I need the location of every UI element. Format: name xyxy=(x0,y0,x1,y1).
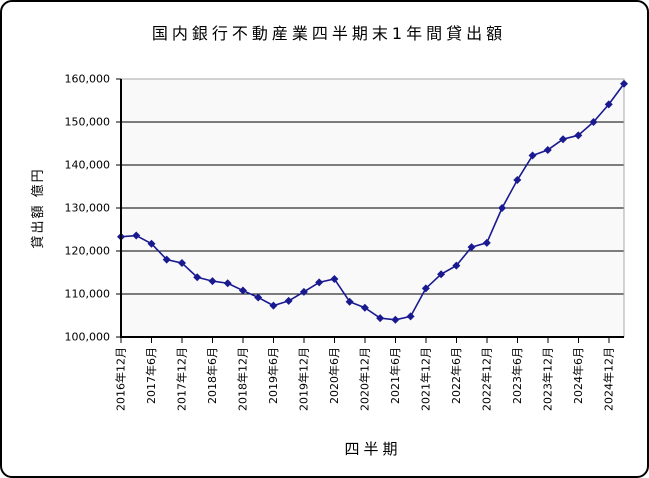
data-point-marker xyxy=(132,231,141,240)
x-tick-label: 2017年6月 xyxy=(144,347,158,404)
data-point-marker xyxy=(543,145,552,154)
data-point-marker xyxy=(513,176,522,185)
data-point-marker xyxy=(467,243,476,252)
x-tick-label: 2023年12月 xyxy=(540,347,554,411)
data-point-marker xyxy=(177,259,186,268)
x-tick-label: 2024年6月 xyxy=(571,347,585,404)
data-point-marker xyxy=(391,315,400,324)
data-point-marker xyxy=(528,151,537,160)
x-tick-label: 2018年6月 xyxy=(205,347,219,404)
data-series xyxy=(117,79,628,324)
data-point-marker xyxy=(437,270,446,279)
tick-labels: 100,000 110,000 120,000 130,000 140,000 150,0… xyxy=(65,73,616,412)
plot-border xyxy=(121,78,625,337)
data-point-marker xyxy=(604,100,613,109)
y-axis-title: 貸出額 億円 xyxy=(30,167,46,248)
data-point-marker xyxy=(223,279,232,288)
y-tick-label: 160,000 xyxy=(65,73,111,86)
x-tick-label: 2021年12月 xyxy=(418,347,432,411)
y-tick-label: 100,000 xyxy=(65,331,111,344)
data-point-marker xyxy=(299,287,308,296)
data-point-marker xyxy=(193,273,202,282)
y-tick-label: 150,000 xyxy=(65,116,111,129)
x-tick-label: 2024年12月 xyxy=(601,347,615,411)
data-point-marker xyxy=(269,301,278,310)
y-tick-label: 120,000 xyxy=(65,245,111,258)
data-point-marker xyxy=(589,118,598,126)
x-axis-title: 四半期 xyxy=(344,440,401,458)
x-tick-label: 2019年6月 xyxy=(266,347,280,404)
data-point-marker xyxy=(620,79,628,88)
data-point-marker xyxy=(147,239,156,248)
data-point-marker xyxy=(421,284,430,293)
data-point-marker xyxy=(330,274,339,283)
x-tick-label: 2017年12月 xyxy=(174,347,188,411)
data-point-marker xyxy=(315,278,324,287)
x-tick-label: 2022年6月 xyxy=(449,347,463,404)
data-point-marker xyxy=(238,286,247,295)
y-tick-label: 130,000 xyxy=(65,202,111,215)
data-point-marker xyxy=(162,255,171,264)
data-point-marker xyxy=(360,303,369,312)
y-tick-label: 140,000 xyxy=(65,159,111,172)
data-point-marker xyxy=(482,238,491,247)
data-point-marker xyxy=(208,277,217,286)
data-point-marker xyxy=(284,296,293,305)
x-tick-label: 2018年12月 xyxy=(235,347,249,411)
x-tick-label: 2021年6月 xyxy=(388,347,402,404)
data-point-marker xyxy=(574,131,583,140)
plot-border-line xyxy=(121,78,625,337)
x-tick-label: 2019年12月 xyxy=(296,347,310,411)
chart-title: 国内銀行不動産業四半期末1年間貸出額 xyxy=(152,24,506,43)
x-tick-label: 2016年12月 xyxy=(114,347,128,411)
data-point-marker xyxy=(345,297,354,306)
data-point-marker xyxy=(452,261,461,270)
gridlines xyxy=(121,121,624,295)
series-line xyxy=(120,83,625,321)
data-point-marker xyxy=(498,204,507,212)
x-tick-label: 2020年6月 xyxy=(327,347,341,404)
data-point-marker xyxy=(559,135,568,144)
data-point-marker xyxy=(254,293,263,302)
x-tick-label: 2020年12月 xyxy=(357,347,371,411)
data-point-marker xyxy=(376,314,385,323)
y-tick-label: 110,000 xyxy=(65,288,111,301)
x-tick-label: 2022年12月 xyxy=(479,347,493,411)
x-tick-label: 2023年6月 xyxy=(510,347,524,404)
axes xyxy=(116,78,624,343)
data-point-marker xyxy=(406,312,415,321)
